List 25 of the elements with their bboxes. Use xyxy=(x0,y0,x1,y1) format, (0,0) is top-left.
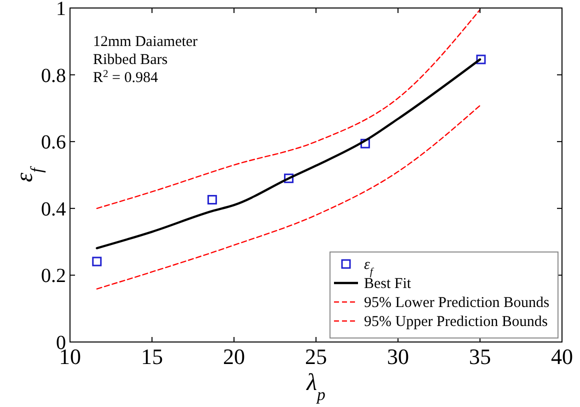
point xyxy=(92,256,102,266)
x-tick-label: 15 xyxy=(141,344,163,369)
x-tick-label: 20 xyxy=(223,344,245,369)
point xyxy=(360,138,370,148)
line-series xyxy=(96,104,481,290)
point xyxy=(207,194,217,204)
legend-label: 95% Lower Prediction Bounds xyxy=(364,295,550,311)
point xyxy=(476,54,486,64)
y-tick-label: 0.2 xyxy=(41,265,66,288)
legend-label: ε$_{f}$ xyxy=(364,257,375,278)
x-tick-label: 35 xyxy=(469,344,491,369)
y-tick-label: 0.8 xyxy=(41,64,66,87)
y-tick-label: 1 xyxy=(56,0,66,20)
y-tick-label: 0.4 xyxy=(41,198,66,220)
annotation: Ribbed Bars xyxy=(93,52,168,68)
annotation: R$^{2}$ = 0.984 xyxy=(93,68,158,86)
x-axis-title: λ$_{p}$ xyxy=(306,370,326,404)
y-tick-label: 0.6 xyxy=(41,132,66,154)
legend-label: 95% Upper Prediction Bounds xyxy=(364,314,548,330)
x-tick-label: 25 xyxy=(305,344,327,369)
annotation: 12mm Daiameter xyxy=(93,34,198,50)
x-tick-label: 40 xyxy=(551,344,573,369)
legend-label: Best Fit xyxy=(364,276,412,292)
point xyxy=(284,174,294,184)
x-tick-label: 30 xyxy=(387,344,409,369)
